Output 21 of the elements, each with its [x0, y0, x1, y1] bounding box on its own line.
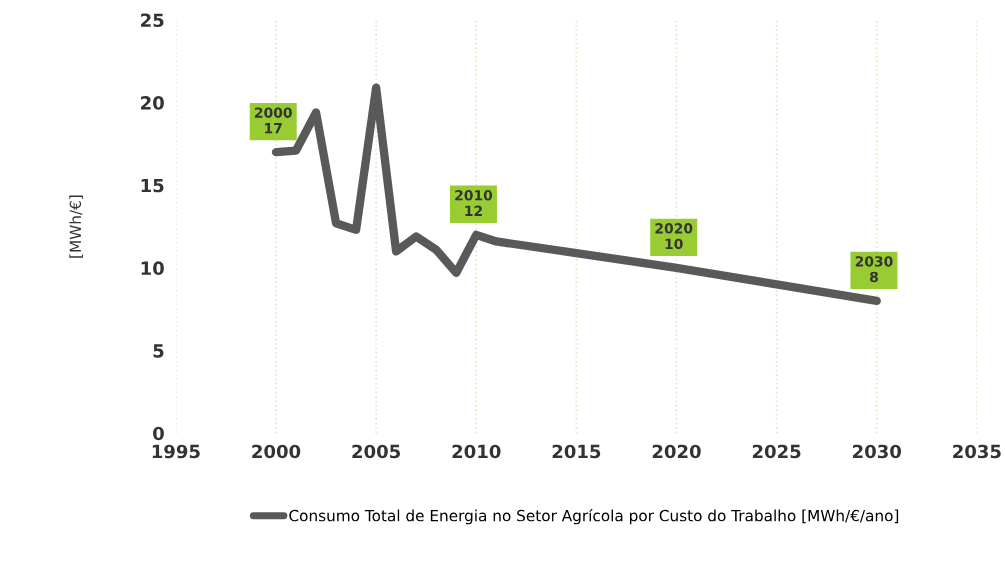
y-tick-label: 10 — [141, 261, 164, 276]
x-tick-label: 2000 — [252, 444, 301, 459]
x-tick-label: 2005 — [352, 444, 400, 459]
annotation: 2010 12 — [455, 190, 493, 216]
legend-label: Consumo Total de Energia no Setor Agrícola por Custo do Trabalho [MWh/€/ano] — [289, 508, 899, 525]
y-tick-label: 25 — [141, 13, 164, 28]
x-tick-label: 2010 — [452, 444, 501, 459]
x-tick-label: 2020 — [652, 444, 701, 459]
annotation: 2030 8 — [855, 256, 893, 283]
y-tick-label: 15 — [141, 178, 164, 193]
x-tick-label: 2025 — [752, 444, 801, 459]
annotation: 2020 10 — [655, 223, 693, 250]
y-tick-label: 20 — [141, 96, 164, 110]
x-tick-label: 2015 — [552, 444, 601, 459]
y-tick-label: 5 — [153, 344, 164, 358]
y-axis-title: [MWh/€] — [69, 195, 83, 258]
x-tick-label: 2035 — [953, 444, 1001, 459]
x-tick-label: 1995 — [152, 444, 200, 459]
x-tick-label: 2030 — [853, 444, 901, 459]
y-tick-label: 0 — [153, 426, 164, 441]
annotation: 2000 17 — [254, 107, 292, 134]
